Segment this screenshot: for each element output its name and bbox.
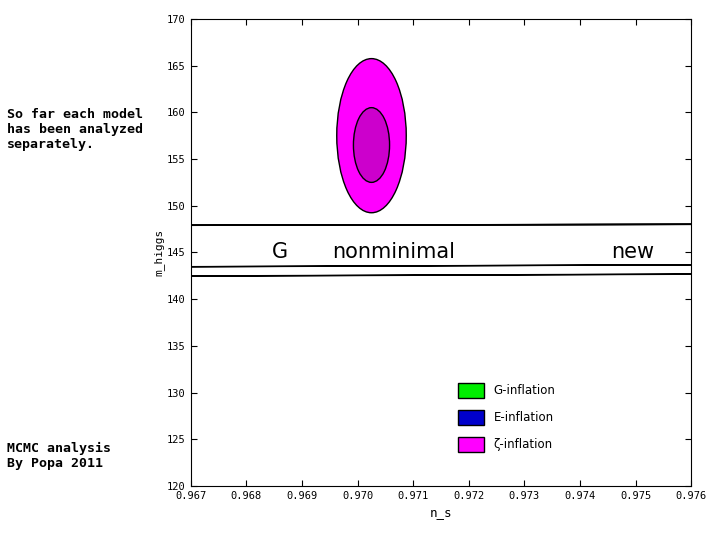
Y-axis label: m_higgs: m_higgs: [153, 229, 164, 276]
Text: new: new: [611, 242, 654, 262]
Ellipse shape: [0, 164, 720, 369]
Ellipse shape: [0, 76, 720, 373]
X-axis label: n_s: n_s: [430, 507, 452, 519]
Text: G: G: [271, 242, 288, 262]
Text: nonminimal: nonminimal: [332, 242, 455, 262]
Ellipse shape: [354, 107, 390, 183]
Legend: G-inflation, E-inflation, ζ-inflation: G-inflation, E-inflation, ζ-inflation: [454, 378, 560, 457]
Text: So far each model
has been analyzed
separately.: So far each model has been analyzed sepa…: [7, 108, 143, 151]
Ellipse shape: [0, 84, 720, 467]
Text: MCMC analysis
By Popa 2011: MCMC analysis By Popa 2011: [7, 442, 111, 470]
Ellipse shape: [0, 150, 720, 299]
Ellipse shape: [337, 59, 406, 213]
